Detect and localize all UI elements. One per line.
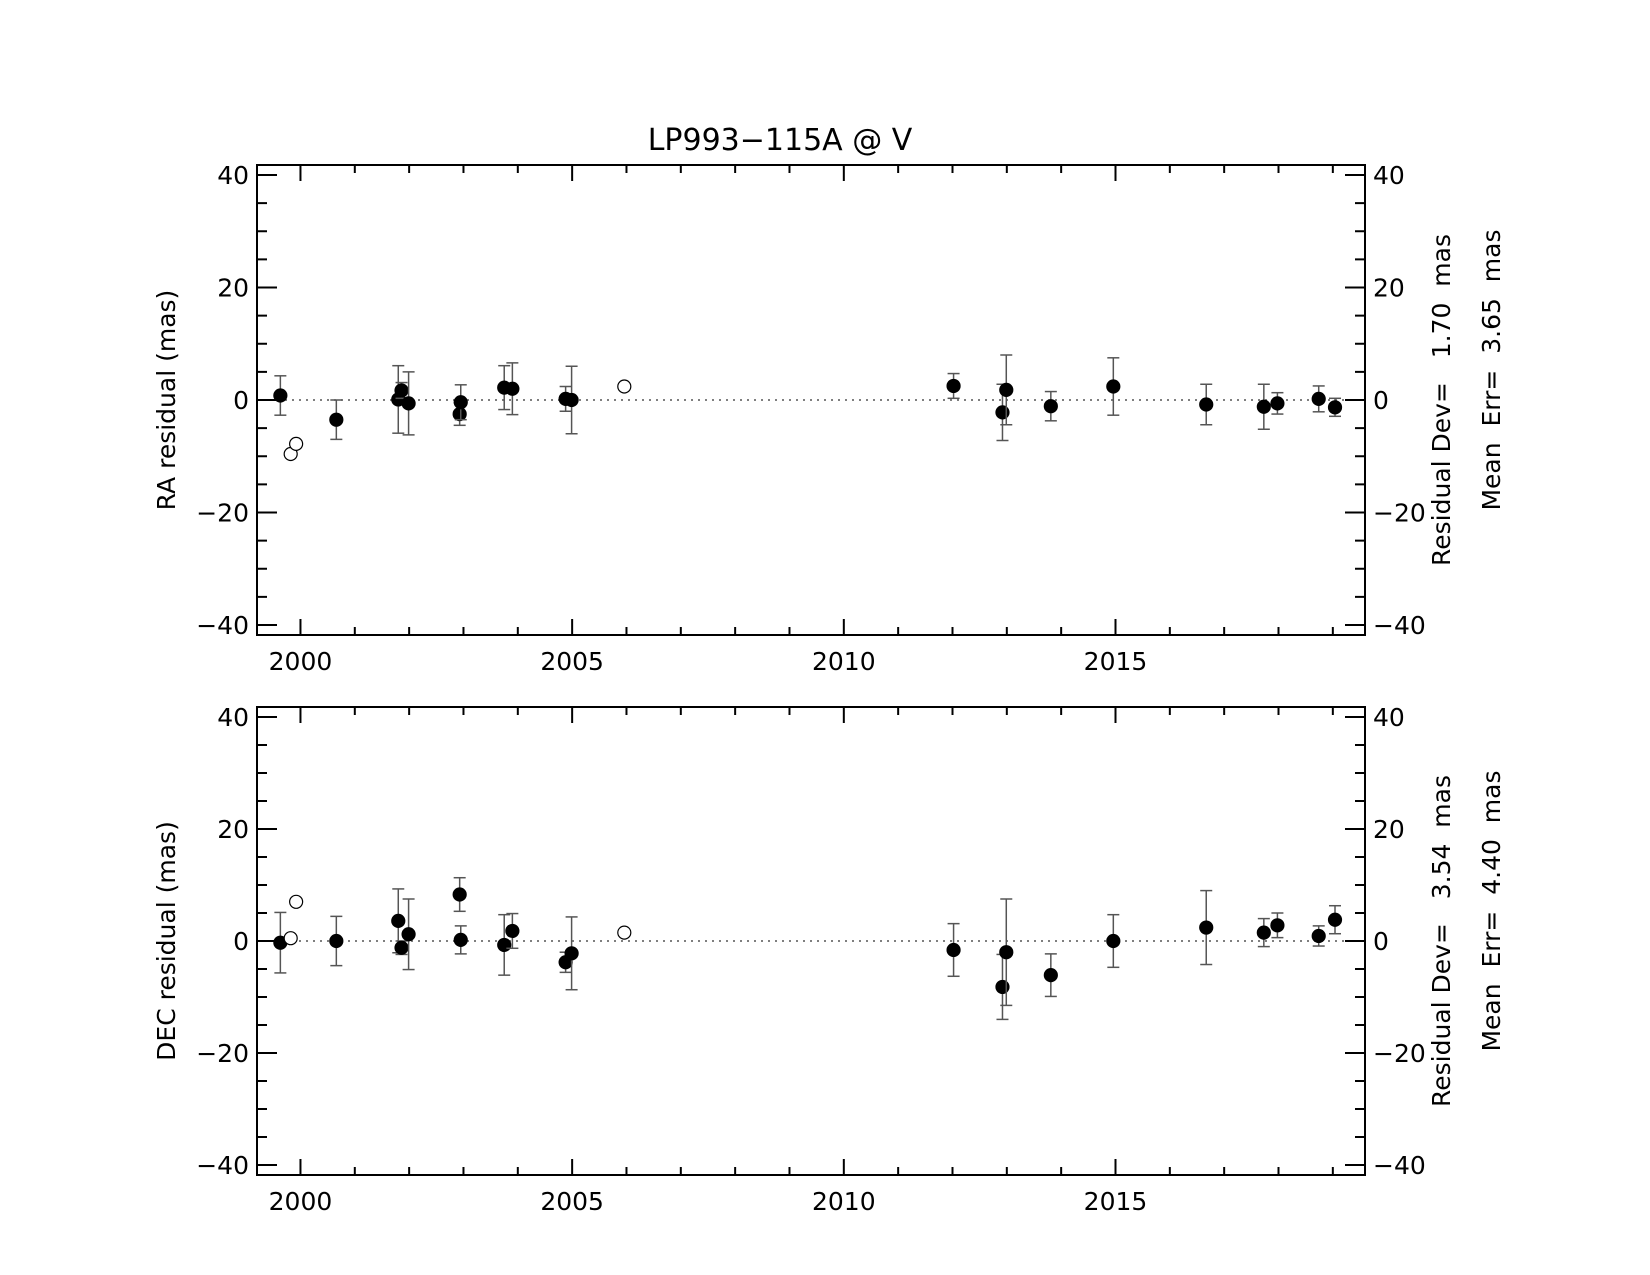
rejected-data-point [617,379,632,394]
data-point [329,933,344,949]
data-point [329,412,344,427]
rejected-data-point [283,931,298,946]
y-axis-label: RA residual (mas) [152,290,181,511]
x-tick-label: 2005 [540,1187,604,1216]
y-tick-label-left: 0 [233,386,249,415]
data-point [1256,399,1271,414]
rejected-data-point [617,925,632,940]
rejected-data-point [289,894,304,909]
data-point [505,381,520,396]
x-tick-label: 2000 [269,647,333,676]
data-point [452,887,467,902]
data-point [391,913,406,928]
y-tick-label-left: 40 [217,703,249,732]
data-point [946,942,961,958]
y-tick-label-right: −40 [1373,611,1426,640]
y-tick-label-left: −40 [196,1151,249,1180]
residual-dev-label: Residual Dev= 1.70 mas [1427,234,1456,566]
data-point [453,395,468,410]
data-point [1270,918,1285,933]
data-point [1043,968,1058,983]
data-point [1327,400,1343,415]
data-point [999,945,1014,960]
y-tick-label-right: 40 [1373,161,1405,190]
y-tick-label-right: 20 [1373,274,1405,303]
data-point [453,932,468,947]
data-point [401,396,416,411]
y-tick-label-right: −20 [1373,1039,1426,1068]
data-point [946,378,961,394]
data-point [1043,399,1058,414]
x-tick-label: 2015 [1084,1187,1148,1216]
data-point [1256,925,1271,940]
data-point [1106,379,1121,394]
x-tick-label: 2000 [269,1187,333,1216]
x-tick-label: 2010 [812,1187,876,1216]
data-point [394,940,409,955]
data-point [564,392,579,408]
mean-err-label: Mean Err= 4.40 mas [1477,770,1506,1051]
data-point [1106,933,1121,949]
y-tick-label-right: −20 [1373,499,1426,528]
y-tick-label-right: −40 [1373,1151,1426,1180]
data-point [394,383,409,398]
data-point [452,406,467,422]
data-point [401,927,416,942]
ra-residual-panel: 2000 2005 2010 2015 −40 −40 −20 −20 0 0 20 20 40 40 RA… [152,161,1506,676]
data-point [505,923,520,939]
data-point [273,388,288,403]
residual-dev-label: Residual Dev= 3.54 mas [1427,775,1456,1107]
x-tick-label: 2005 [540,647,604,676]
data-point [1311,928,1326,944]
y-tick-label-left: 0 [233,927,249,956]
y-axis-label: DEC residual (mas) [152,821,181,1061]
data-point [1199,920,1214,935]
x-tick-label: 2015 [1084,647,1148,676]
chart-title: LP993−115A @ V [648,123,913,158]
y-tick-label-right: 0 [1373,386,1389,415]
y-tick-label-left: −20 [196,499,249,528]
data-point [1311,391,1326,406]
y-tick-label-left: 40 [217,161,249,190]
y-tick-label-left: −20 [196,1039,249,1068]
y-tick-label-left: −40 [196,611,249,640]
x-tick-label: 2010 [812,647,876,676]
data-point [999,382,1014,397]
data-point [1270,396,1285,411]
y-tick-label-left: 20 [217,815,249,844]
y-tick-label-right: 40 [1373,703,1405,732]
y-tick-label-right: 20 [1373,815,1405,844]
mean-err-label: Mean Err= 3.65 mas [1477,229,1506,510]
dec-residual-panel: 2000 2005 2010 2015 −40 −40 −20 −20 0 0 20 20 40 40 DE… [152,703,1506,1216]
rejected-data-point [289,436,304,451]
y-tick-label-left: 20 [217,274,249,303]
y-tick-label-right: 0 [1373,927,1389,956]
data-point [1327,912,1343,927]
data-point [497,937,512,953]
data-point [1199,397,1214,412]
data-point [564,946,579,961]
